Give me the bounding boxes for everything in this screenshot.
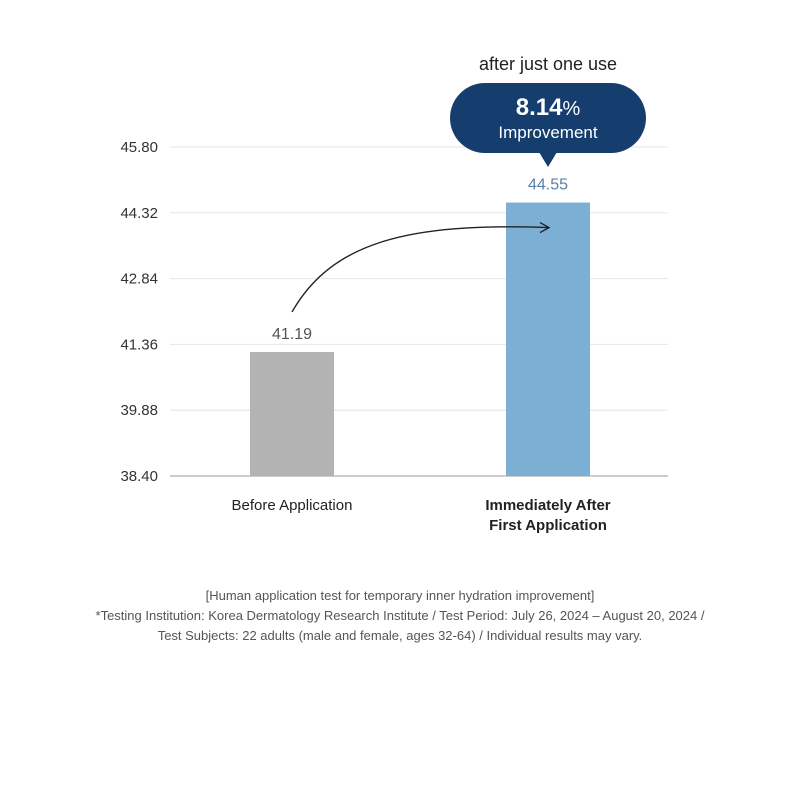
footnote-subjects: Test Subjects: 22 adults (male and femal… xyxy=(157,628,643,643)
y-tick-label: 38.40 xyxy=(120,468,158,485)
callout-pointer xyxy=(539,152,557,167)
footnote: [Human application test for temporary in… xyxy=(0,586,800,646)
y-tick-label: 44.32 xyxy=(120,205,158,222)
x-category-label: Immediately After xyxy=(485,497,610,514)
footnote-test-name: [Human application test for temporary in… xyxy=(205,588,595,603)
callout-heading: after just one use xyxy=(479,54,617,74)
y-tick-label: 41.36 xyxy=(120,336,158,353)
bar-chart: 38.40 39.88 41.36 42.84 44.32 45.80 41.19 44.55… xyxy=(120,54,668,534)
bar xyxy=(250,351,334,476)
bar-value-label: 44.55 xyxy=(528,177,568,194)
y-tick-label: 45.80 xyxy=(120,139,158,156)
bar-value-label: 41.19 xyxy=(272,326,312,343)
callout-value: 8.14% xyxy=(516,94,581,121)
footnote-institution-period: *Testing Institution: Korea Dermatology … xyxy=(95,608,705,623)
y-tick-label: 39.88 xyxy=(120,402,158,419)
x-category-label: First Application xyxy=(489,517,607,534)
callout-label: Improvement xyxy=(498,123,597,142)
x-category-label: Before Application xyxy=(232,497,353,514)
trend-arrow xyxy=(291,226,549,313)
arrow-head xyxy=(539,221,551,234)
callout-bubble xyxy=(450,83,646,153)
bar xyxy=(506,202,590,476)
y-tick-label: 42.84 xyxy=(120,271,158,288)
